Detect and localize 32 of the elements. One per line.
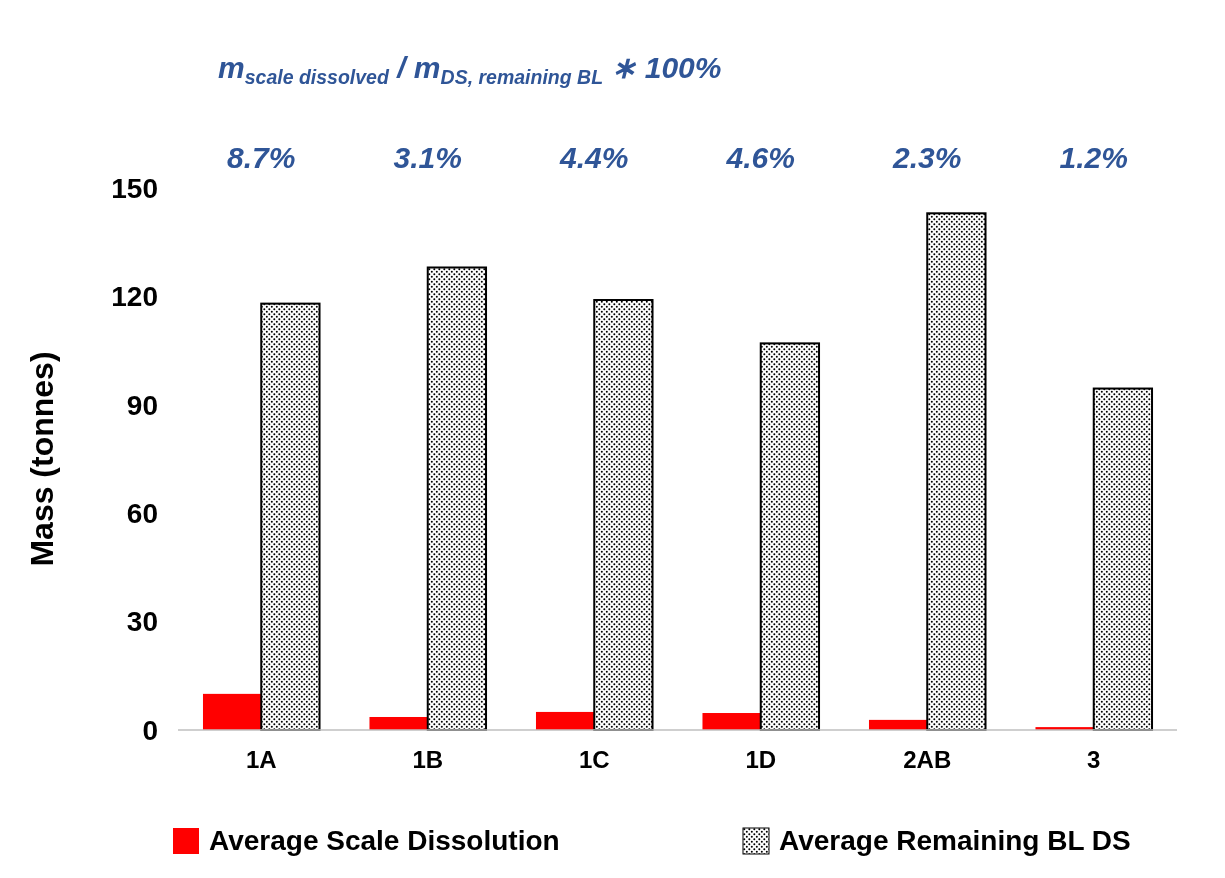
text: 1.2% (1059, 141, 1128, 174)
x-tick-label: 3 (1087, 746, 1101, 773)
bar (593, 299, 654, 731)
bar (1092, 387, 1154, 731)
x-tick-label: 2AB (903, 746, 952, 773)
bar (202, 693, 262, 730)
bar (759, 342, 821, 731)
text: 8.7% (227, 141, 296, 174)
text: 2.3% (892, 141, 962, 174)
x-tick-label: 1D (745, 746, 777, 773)
x-tick-label: 1A (245, 746, 277, 773)
text: m$_{scale dissolved}$ / m$_{DS, remaining BL}$ ∗ 100% (218, 51, 722, 88)
y-tick-label: 60 (126, 498, 158, 529)
y-tick-label: 150 (111, 172, 158, 204)
y-tick-label: 120 (111, 281, 158, 313)
bar (702, 713, 761, 730)
text: 4.4% (559, 141, 629, 174)
text: 3.1% (393, 141, 462, 174)
bar (926, 212, 987, 731)
legend-label: Average Remaining BL DS (779, 825, 1131, 856)
y-tick-label: 30 (126, 606, 158, 638)
x-tick-label: 1C (578, 746, 610, 773)
bar (426, 266, 488, 731)
y-tick-label: 90 (126, 389, 158, 421)
bar (369, 716, 428, 730)
bar (535, 711, 595, 730)
x-tick-label: 1B (412, 746, 444, 773)
legend-label: Average Scale Dissolution (209, 825, 560, 856)
y-tick-label: 0 (142, 714, 158, 746)
bar (260, 302, 321, 731)
y-axis-title: Mass (tonnes) (24, 351, 60, 567)
text: 4.6% (725, 141, 795, 174)
